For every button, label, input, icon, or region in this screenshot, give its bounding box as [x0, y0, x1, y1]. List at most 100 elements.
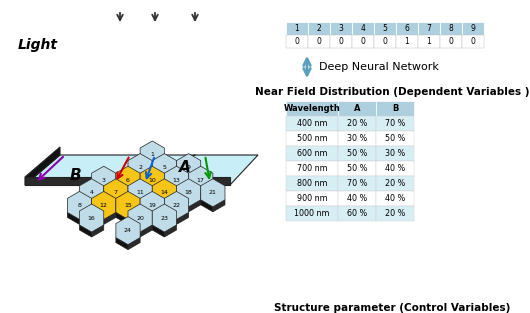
Text: 40 %: 40 % [385, 164, 405, 173]
FancyBboxPatch shape [330, 35, 352, 48]
Polygon shape [25, 155, 258, 185]
Polygon shape [116, 238, 128, 249]
Text: Near Field Distribution (Dependent Variables ): Near Field Distribution (Dependent Varia… [255, 87, 529, 97]
Polygon shape [128, 238, 140, 249]
Text: 7: 7 [114, 190, 118, 195]
FancyBboxPatch shape [286, 191, 338, 206]
Polygon shape [164, 175, 176, 187]
FancyBboxPatch shape [418, 35, 440, 48]
Text: 23: 23 [161, 215, 169, 220]
Text: 13: 13 [173, 178, 180, 183]
Text: 70 %: 70 % [347, 179, 367, 188]
Polygon shape [152, 162, 164, 174]
FancyBboxPatch shape [462, 35, 484, 48]
Polygon shape [176, 213, 189, 224]
Polygon shape [116, 213, 128, 224]
FancyBboxPatch shape [376, 206, 414, 221]
FancyBboxPatch shape [338, 161, 376, 176]
Text: 15: 15 [124, 203, 132, 208]
Text: Wavelength: Wavelength [284, 104, 340, 113]
Polygon shape [116, 217, 140, 244]
Text: 20 %: 20 % [385, 209, 405, 218]
FancyBboxPatch shape [286, 206, 338, 221]
Text: 800 nm: 800 nm [297, 179, 327, 188]
Polygon shape [140, 225, 152, 237]
Text: 12: 12 [100, 203, 108, 208]
FancyBboxPatch shape [374, 35, 396, 48]
Text: 20: 20 [136, 215, 144, 220]
FancyBboxPatch shape [440, 22, 462, 35]
Text: 0: 0 [295, 37, 299, 46]
Text: 1: 1 [151, 152, 154, 157]
Polygon shape [92, 166, 116, 194]
FancyBboxPatch shape [396, 35, 418, 48]
Polygon shape [128, 200, 140, 212]
Polygon shape [164, 213, 176, 224]
Polygon shape [92, 192, 116, 219]
FancyBboxPatch shape [330, 22, 352, 35]
Polygon shape [116, 200, 128, 212]
Text: 6: 6 [404, 24, 410, 33]
Text: 0: 0 [316, 37, 321, 46]
Polygon shape [201, 179, 225, 207]
Polygon shape [67, 213, 80, 224]
Polygon shape [140, 175, 152, 187]
Polygon shape [164, 166, 189, 194]
Polygon shape [25, 147, 60, 185]
Polygon shape [140, 162, 152, 174]
Text: 30 %: 30 % [385, 149, 405, 158]
Text: 17: 17 [197, 178, 205, 183]
Text: 14: 14 [161, 190, 169, 195]
Text: Light: Light [18, 38, 58, 52]
FancyBboxPatch shape [396, 22, 418, 35]
Text: 24: 24 [124, 228, 132, 233]
FancyBboxPatch shape [286, 146, 338, 161]
Text: 1: 1 [427, 37, 431, 46]
Text: Deep Neural Network: Deep Neural Network [319, 62, 439, 72]
Polygon shape [116, 187, 128, 199]
Text: 500 nm: 500 nm [297, 134, 328, 143]
Polygon shape [80, 200, 92, 212]
FancyBboxPatch shape [308, 22, 330, 35]
Text: 60 %: 60 % [347, 209, 367, 218]
Text: 0: 0 [383, 37, 387, 46]
Polygon shape [164, 200, 176, 212]
Polygon shape [189, 187, 201, 199]
Polygon shape [25, 177, 230, 185]
Text: 8: 8 [448, 24, 453, 33]
Text: 3: 3 [339, 24, 343, 33]
Text: 0: 0 [360, 37, 366, 46]
Text: 9: 9 [471, 24, 475, 33]
Polygon shape [104, 200, 116, 212]
Text: 0: 0 [471, 37, 475, 46]
FancyBboxPatch shape [376, 146, 414, 161]
Polygon shape [189, 166, 213, 194]
Text: 19: 19 [148, 203, 156, 208]
Text: 50 %: 50 % [385, 134, 405, 143]
Polygon shape [201, 200, 213, 212]
Polygon shape [152, 187, 164, 199]
Text: 1000 nm: 1000 nm [294, 209, 330, 218]
FancyBboxPatch shape [352, 22, 374, 35]
FancyBboxPatch shape [286, 131, 338, 146]
FancyBboxPatch shape [308, 35, 330, 48]
Text: 16: 16 [88, 215, 95, 220]
Polygon shape [140, 213, 152, 224]
FancyBboxPatch shape [338, 176, 376, 191]
FancyBboxPatch shape [376, 131, 414, 146]
Text: 40 %: 40 % [385, 194, 405, 203]
Polygon shape [128, 179, 152, 207]
Polygon shape [176, 154, 201, 182]
FancyBboxPatch shape [286, 35, 308, 48]
Text: A: A [354, 104, 360, 113]
Polygon shape [176, 179, 201, 207]
Text: B: B [392, 104, 398, 113]
Text: 2: 2 [138, 165, 142, 170]
FancyBboxPatch shape [338, 206, 376, 221]
FancyBboxPatch shape [286, 116, 338, 131]
Polygon shape [189, 200, 201, 212]
FancyBboxPatch shape [374, 22, 396, 35]
FancyBboxPatch shape [338, 116, 376, 131]
Polygon shape [164, 187, 176, 199]
FancyBboxPatch shape [376, 116, 414, 131]
